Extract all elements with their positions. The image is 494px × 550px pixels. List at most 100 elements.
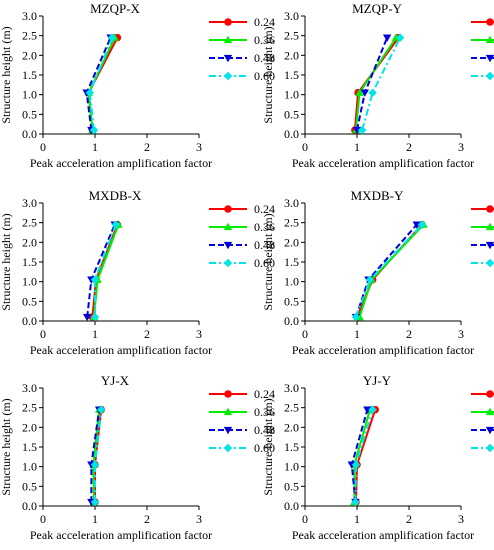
x-tick-label: 0: [40, 327, 46, 341]
legend-label: 0.36: [254, 33, 275, 47]
data-point: [90, 275, 100, 284]
data-point: [83, 313, 92, 322]
legend-marker: [486, 390, 494, 398]
x-tick-label: 3: [458, 512, 464, 526]
data-point: [111, 220, 120, 229]
legend-label: 0.36: [254, 220, 275, 234]
data-point: [90, 460, 100, 469]
x-tick-label: 3: [458, 140, 464, 154]
legend-marker: [223, 407, 233, 416]
y-tick-label: 1.5: [284, 255, 299, 269]
x-tick-label: 3: [196, 512, 202, 526]
legend-label: 0.48: [254, 423, 275, 437]
y-tick-label: 2.5: [22, 29, 37, 43]
chart-title: MXDB-Y: [351, 188, 404, 203]
legend-label: 0.48: [254, 51, 275, 65]
x-axis-label: Peak acceleration amplification factor: [30, 528, 212, 542]
y-tick-label: 3.0: [284, 196, 299, 210]
data-point: [89, 125, 99, 135]
x-axis-label: Peak acceleration amplification factor: [292, 156, 474, 170]
y-tick-label: 2.5: [284, 29, 299, 43]
series-line: [361, 37, 402, 131]
legend-marker: [485, 54, 494, 63]
y-tick-label: 1.5: [284, 440, 299, 454]
data-point: [352, 126, 362, 135]
y-axis-label: Structure height (m): [261, 213, 275, 310]
y-tick-label: 0.5: [284, 294, 299, 308]
data-point: [351, 460, 361, 469]
series-line: [85, 37, 112, 131]
x-tick-label: 0: [40, 512, 46, 526]
y-tick-label: 2.0: [284, 48, 299, 62]
legend-marker: [485, 35, 494, 44]
y-tick-label: 1.5: [284, 68, 299, 82]
legend-label: 0.60: [254, 69, 275, 83]
x-tick-label: 0: [302, 327, 308, 341]
series-line: [94, 224, 117, 318]
y-tick-label: 0.0: [22, 499, 37, 513]
data-point: [90, 312, 100, 322]
data-point: [351, 312, 361, 322]
data-point: [395, 33, 405, 42]
x-axis-label: Peak acceleration amplification factor: [30, 156, 212, 170]
data-point: [351, 497, 360, 507]
x-tick-label: 0: [40, 140, 46, 154]
legend-label: 0.48: [254, 238, 275, 252]
y-tick-label: 0.5: [284, 479, 299, 493]
x-tick-label: 0: [302, 140, 308, 154]
legend-label: 0.24: [254, 202, 275, 216]
data-point: [360, 89, 369, 97]
y-tick-label: 1.0: [284, 88, 299, 102]
chart-panel: MZQP-X 0 1 2 3 0.0 0.5 1.0 1.5 2.0 2.5 3.0 Peak acce…: [0, 1, 275, 170]
chart-title: MZQP-Y: [352, 1, 402, 16]
legend-label: 0.60: [254, 441, 275, 455]
legend-marker: [223, 443, 233, 453]
y-tick-label: 3.0: [284, 9, 299, 23]
legend-marker: [224, 18, 232, 26]
chart-title: MXDB-X: [89, 188, 142, 203]
x-tick-label: 2: [144, 140, 150, 154]
legend-label: 0.36: [254, 405, 275, 419]
legend-marker: [223, 222, 233, 231]
x-tick-label: 3: [458, 327, 464, 341]
series-line: [358, 223, 425, 318]
y-axis-label: Structure height (m): [261, 26, 275, 123]
legend-marker: [223, 241, 233, 250]
y-tick-label: 3.0: [22, 381, 37, 395]
y-axis-label: Structure height (m): [0, 26, 13, 123]
y-axis-label: Structure height (m): [0, 398, 13, 495]
data-point: [97, 405, 106, 414]
y-tick-label: 0.5: [22, 479, 37, 493]
y-tick-label: 2.0: [284, 420, 299, 434]
y-tick-label: 3.0: [22, 9, 37, 23]
y-tick-label: 2.0: [22, 420, 37, 434]
chart-panel: YJ-X 0 1 2 3 0.0 0.5 1.0 1.5 2.0 2.5 3.0 Peak accele…: [0, 373, 275, 542]
y-tick-label: 0.0: [284, 127, 299, 141]
y-tick-label: 0.0: [22, 127, 37, 141]
series-line: [354, 409, 374, 503]
x-tick-label: 0: [302, 512, 308, 526]
legend-label: 0.60: [254, 256, 275, 270]
data-point: [358, 125, 367, 135]
y-tick-label: 2.5: [284, 401, 299, 415]
legend-marker: [223, 71, 233, 81]
legend-marker: [485, 443, 494, 453]
legend-marker: [485, 71, 494, 81]
legend-marker: [486, 18, 494, 26]
chart-title: YJ-X: [101, 373, 130, 388]
x-tick-label: 2: [406, 512, 412, 526]
y-tick-label: 3.0: [284, 381, 299, 395]
series-line: [356, 37, 389, 131]
x-axis-label: Peak acceleration amplification factor: [292, 528, 474, 542]
legend-marker: [485, 241, 494, 250]
x-axis-label: Peak acceleration amplification factor: [292, 343, 474, 357]
y-tick-label: 1.0: [22, 460, 37, 474]
x-tick-label: 3: [196, 327, 202, 341]
legend-marker: [224, 205, 232, 213]
data-point: [107, 33, 117, 42]
y-tick-label: 0.0: [284, 314, 299, 328]
data-point: [85, 88, 94, 97]
legend-label: 0.24: [254, 387, 275, 401]
chart-panel: MXDB-X 0 1 2 3 0.0 0.5 1.0 1.5 2.0 2.5 3.0 Peak acce…: [0, 188, 275, 357]
